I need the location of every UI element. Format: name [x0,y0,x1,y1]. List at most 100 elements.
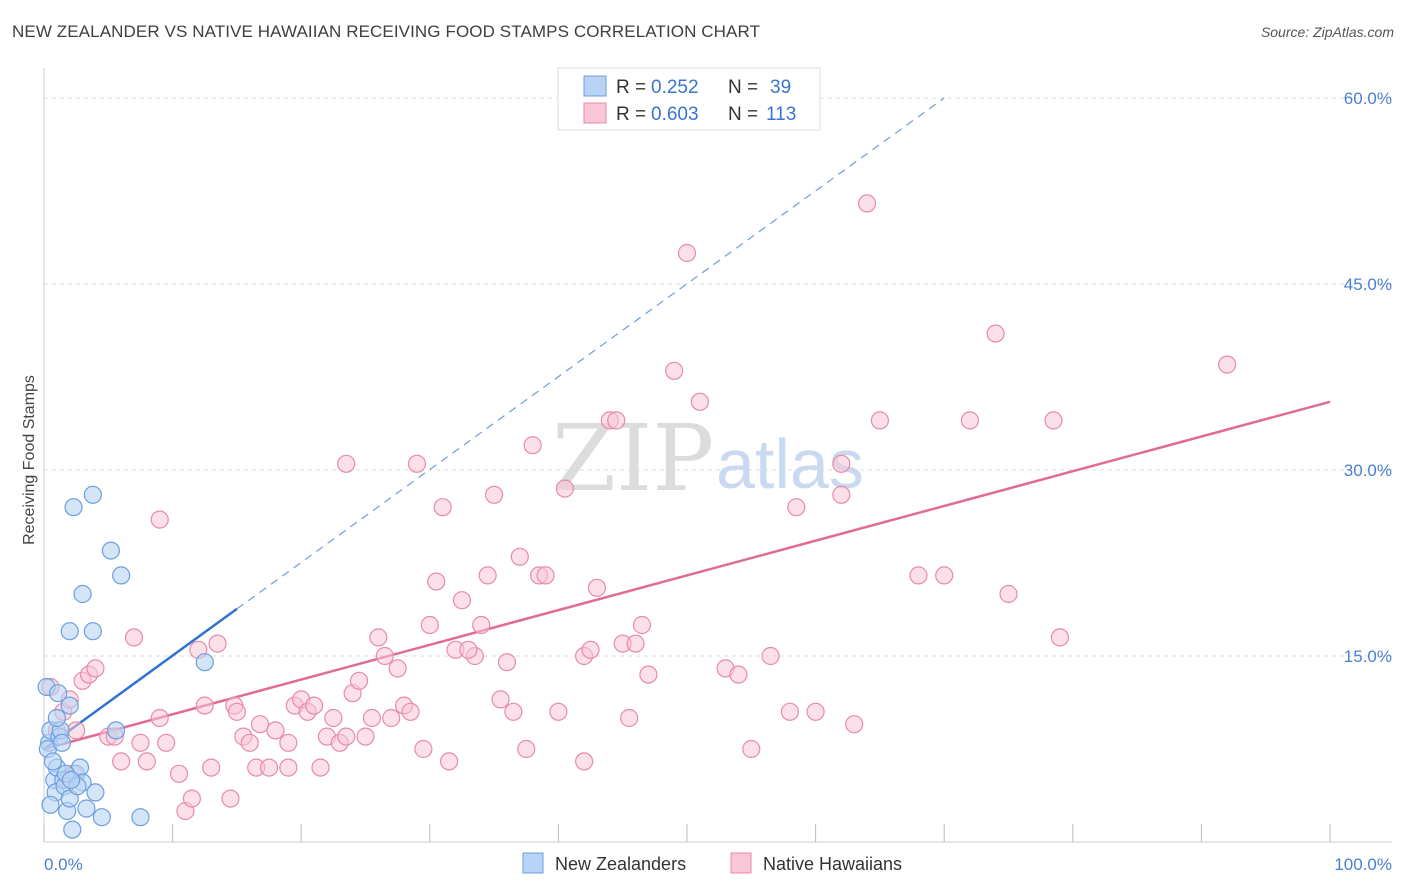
point-new-zealander [41,795,60,814]
point-native-hawaiian [665,361,684,380]
point-native-hawaiian [472,615,491,635]
point-native-hawaiian [935,566,954,585]
source-label: Source: ZipAtlas.com [1260,24,1394,40]
point-new-zealander [195,653,214,672]
axes [43,68,1392,843]
point-native-hawaiian [150,708,169,728]
point-new-zealander [106,721,126,740]
point-new-zealander [47,708,66,728]
point-new-zealander [77,799,96,818]
point-native-hawaiian [311,758,330,777]
point-native-hawaiian [1050,628,1070,647]
point-native-hawaiian [986,324,1005,343]
point-native-hawaiian [729,665,748,684]
point-new-zealander [83,622,102,641]
point-native-hawaiian [195,696,214,715]
point-new-zealander [60,696,79,715]
data-points [37,194,1237,839]
y-tick-label: 60.0% [1344,89,1392,108]
point-native-hawaiian [169,764,189,783]
point-native-hawaiian [761,646,780,666]
legend-r-value-nz: 0.252 [651,77,699,98]
point-new-zealander [64,498,83,517]
point-native-hawaiian [279,758,298,777]
y-tick-label: 30.0% [1344,461,1392,480]
legend-n-value-nh: 113 [766,104,796,125]
point-native-hawaiian [250,715,270,734]
point-native-hawaiian [491,690,510,709]
point-native-hawaiian [304,696,324,715]
point-new-zealander [92,808,111,827]
point-new-zealander [43,752,63,771]
legend-r-label-nz: R = [616,77,646,98]
point-native-hawaiian [279,733,298,752]
point-native-hawaiian [690,392,709,411]
point-native-hawaiian [150,510,169,529]
point-native-hawaiian [182,789,201,808]
point-native-hawaiian [137,752,156,771]
point-native-hawaiian [575,752,594,771]
point-native-hawaiian [124,628,144,647]
point-native-hawaiian [407,454,427,473]
point-native-hawaiian [536,566,555,585]
legend-r-label-nh: R = [616,104,646,125]
point-native-hawaiian [504,702,523,721]
point-native-hawaiian [414,739,433,759]
point-native-hawaiian [202,758,221,777]
point-native-hawaiian [433,498,452,517]
point-native-hawaiian [1044,411,1063,430]
x-tick-label: 0.0% [44,855,83,874]
point-new-zealander [73,584,92,604]
point-native-hawaiian [780,702,799,721]
point-native-hawaiian [832,485,851,504]
point-native-hawaiian [240,733,259,752]
point-native-hawaiian [266,721,285,740]
point-native-hawaiian [832,454,851,473]
point-native-hawaiian [439,752,459,771]
point-native-hawaiian [67,721,86,740]
point-new-zealander [61,770,81,790]
point-native-hawaiian [388,659,407,678]
point-new-zealander [63,820,82,839]
y-tick-labels: 15.0% 30.0% 45.0% 60.0% [1344,89,1392,666]
point-native-hawaiian [375,646,394,666]
point-native-hawaiian [857,194,877,213]
point-native-hawaiian [555,479,574,498]
watermark-zip: ZIP [552,405,714,512]
point-native-hawaiian [960,411,980,430]
point-native-hawaiian [485,485,504,504]
point-native-hawaiian [787,498,806,517]
trend-line-new-zealanders-extended [236,97,945,610]
point-native-hawaiian [369,628,388,647]
watermark: ZIP atlas [552,405,864,512]
point-native-hawaiian [157,733,176,752]
bottom-legend-label-nh: Native Hawaiians [763,854,902,874]
point-native-hawaiian [639,665,658,684]
point-native-hawaiian [845,715,864,734]
point-native-hawaiian [362,708,382,728]
point-native-hawaiian [497,653,517,672]
point-native-hawaiian [677,243,697,263]
legend: R = 0.252 N = 39 R = 0.603 N = 113 [557,67,821,131]
point-native-hawaiian [259,758,279,777]
legend-n-value-nz: 39 [770,77,791,98]
point-native-hawaiian [581,640,600,659]
point-native-hawaiian [620,708,639,728]
legend-swatch-nz [583,75,607,97]
legend-n-label-nz: N = [728,77,758,98]
x-tick-labels: 0.0% 100.0% [44,855,1392,874]
point-native-hawaiian [607,411,626,430]
legend-n-label-nh: N = [728,104,758,125]
point-native-hawaiian [337,727,356,746]
point-native-hawaiian [587,578,607,597]
point-native-hawaiian [221,789,240,808]
point-native-hawaiian [112,752,131,771]
bottom-legend-swatch-nz [522,852,544,874]
point-native-hawaiian [549,702,568,721]
y-tick-label: 15.0% [1344,647,1392,666]
point-new-zealander [83,485,102,504]
point-native-hawaiian [909,566,928,585]
point-native-hawaiian [870,411,890,430]
point-new-zealander [60,622,79,641]
point-native-hawaiian [1218,355,1237,374]
